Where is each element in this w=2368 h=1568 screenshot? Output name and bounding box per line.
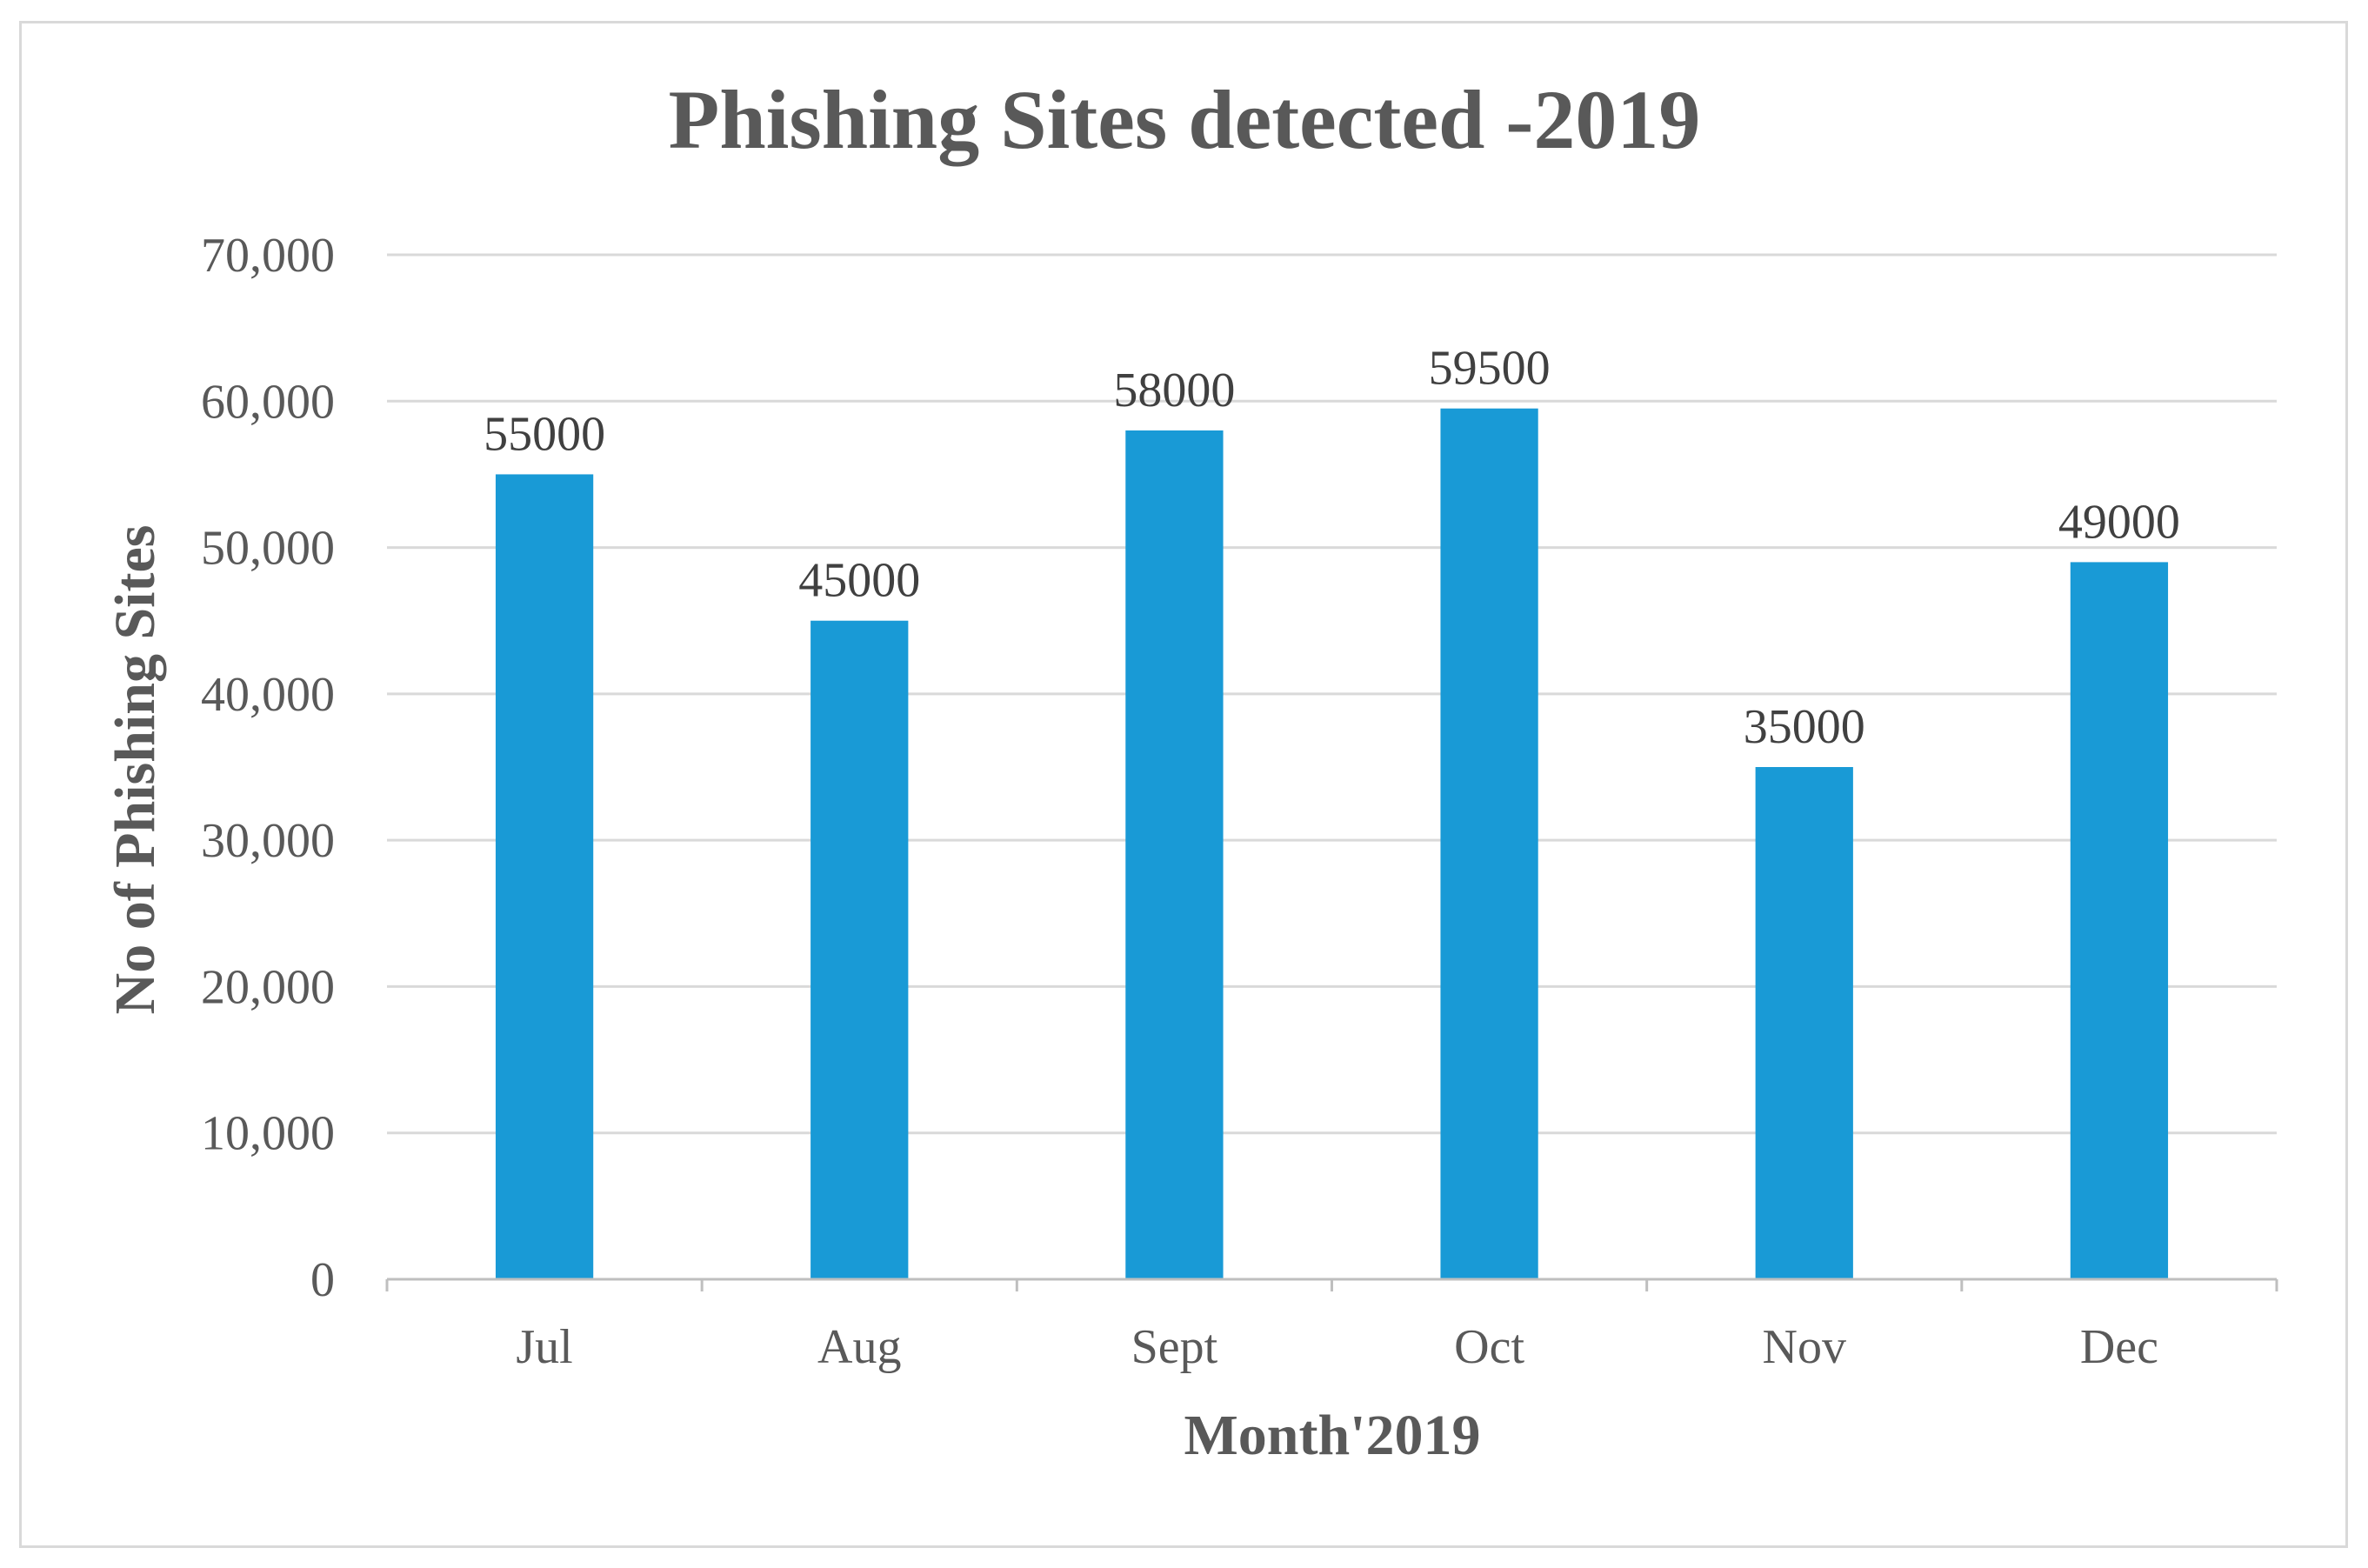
data-label-sept: 58000 xyxy=(1113,364,1235,417)
x-axis-tick-labels: Jul Aug Sept Oct Nov Dec xyxy=(516,1320,2158,1374)
y-tick-label: 30,000 xyxy=(201,814,335,868)
bar-sept xyxy=(1125,430,1224,1279)
y-tick-label: 40,000 xyxy=(201,668,335,722)
y-axis-tick-labels: 0 10,000 20,000 30,000 40,000 50,000 60,000 70,… xyxy=(201,229,335,1307)
data-labels: 55000 45000 58000 59500 35000 49000 xyxy=(484,342,2180,754)
bars xyxy=(495,408,2169,1279)
y-tick-label: 10,000 xyxy=(201,1107,335,1161)
x-tick-label-aug: Aug xyxy=(817,1320,901,1374)
y-tick-label: 60,000 xyxy=(201,375,335,429)
data-label-jul: 55000 xyxy=(484,407,605,461)
bar-aug xyxy=(810,620,909,1279)
data-label-aug: 45000 xyxy=(798,554,920,608)
bar-dec xyxy=(2070,562,2169,1279)
x-axis-title: Month'2019 xyxy=(1184,1404,1480,1467)
bar-jul xyxy=(495,474,594,1279)
bar-oct xyxy=(1440,408,1538,1279)
x-tick-label-sept: Sept xyxy=(1131,1320,1218,1374)
y-tick-label: 50,000 xyxy=(201,522,335,576)
x-tick-label-nov: Nov xyxy=(1763,1320,1846,1374)
x-tick-label-jul: Jul xyxy=(516,1320,572,1374)
bar-nov xyxy=(1755,767,1853,1279)
y-tick-label: 70,000 xyxy=(201,229,335,283)
chart-title: Phishing Sites detected -2019 xyxy=(669,73,1701,166)
x-tick-label-oct: Oct xyxy=(1454,1320,1524,1374)
y-tick-label: 20,000 xyxy=(201,960,335,1014)
y-axis-title: No of Phishing Sites xyxy=(103,525,167,1015)
x-axis xyxy=(385,1278,2278,1291)
y-tick-label: 0 xyxy=(310,1253,335,1307)
data-label-dec: 49000 xyxy=(2058,495,2180,549)
data-label-oct: 59500 xyxy=(1429,342,1551,396)
data-label-nov: 35000 xyxy=(1744,700,1865,754)
x-tick-label-dec: Dec xyxy=(2080,1320,2158,1374)
gridlines xyxy=(387,253,2277,1135)
